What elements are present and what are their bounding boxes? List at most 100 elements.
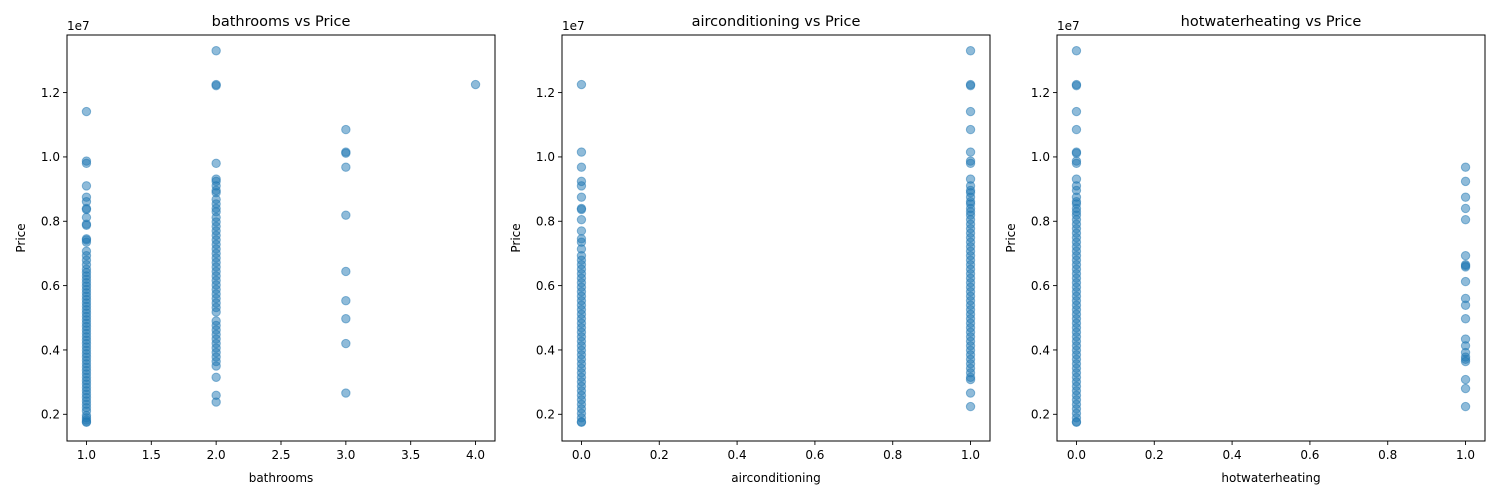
data-point — [576, 204, 587, 215]
data-point — [965, 374, 976, 385]
data-point — [1460, 214, 1471, 225]
y-tick-label: 1.2 — [536, 86, 555, 100]
y-tick-label: 0.2 — [41, 408, 60, 422]
y-tick-label: 0.2 — [536, 408, 555, 422]
data-point — [211, 158, 221, 169]
x-tick-label: 0.4 — [728, 448, 747, 462]
x-axis-label: hotwaterheating — [1221, 471, 1320, 485]
x-axis-label: airconditioning — [731, 471, 820, 485]
data-point — [1460, 162, 1471, 172]
data-point — [81, 220, 92, 230]
data-point — [965, 158, 976, 169]
data-point — [576, 162, 587, 172]
data-point — [341, 338, 351, 349]
axes-frame — [561, 34, 991, 442]
data-point — [576, 226, 587, 236]
data-point — [1460, 300, 1471, 310]
y-offset-label: 1e7 — [1057, 19, 1080, 33]
data-point — [341, 210, 351, 220]
subplot-2: 0.0 0.2 0.4 0.6 0.8 1.0 0.2 0.4 0.6 0.8 1.0 1.2 1e7 a… — [509, 14, 991, 485]
scatter-series — [576, 46, 976, 428]
x-tick-label: 1.0 — [77, 448, 96, 462]
data-point — [1460, 203, 1471, 214]
data-point — [1460, 192, 1471, 202]
y-offset-label: 1e7 — [562, 19, 585, 33]
y-axis-label: Price — [14, 223, 28, 252]
x-tick-label: 0.8 — [1378, 448, 1397, 462]
data-point — [1460, 356, 1471, 367]
data-point — [1460, 276, 1471, 287]
data-point — [1460, 262, 1471, 272]
data-point — [965, 388, 976, 398]
x-tick-label: 4.0 — [466, 448, 485, 462]
y-tick-label: 1.2 — [41, 86, 60, 100]
data-point — [1460, 314, 1471, 324]
y-tick-label: 0.8 — [536, 215, 555, 229]
data-point — [81, 417, 92, 428]
data-point — [341, 296, 351, 306]
y-tick-label: 0.8 — [41, 215, 60, 229]
data-point — [576, 192, 587, 202]
data-point — [1460, 250, 1471, 261]
data-point — [341, 266, 351, 277]
y-tick-label: 0.4 — [1031, 343, 1050, 357]
x-tick-label: 3.5 — [401, 448, 420, 462]
data-point — [965, 124, 976, 135]
chart-title: hotwaterheating vs Price — [1181, 14, 1362, 30]
data-point — [1071, 80, 1082, 91]
x-tick-label: 0.8 — [883, 448, 902, 462]
scatter-series — [1071, 46, 1471, 428]
y-tick-label: 1.0 — [536, 150, 555, 164]
data-point — [576, 214, 587, 225]
x-tick-label: 1.0 — [1456, 448, 1475, 462]
subplot-1: 1.0 1.5 2.0 2.5 3.0 3.5 4.0 0.2 0.4 0.6 0.8 1.0 1.2 1… — [14, 14, 496, 485]
data-point — [1071, 124, 1082, 135]
data-point — [1460, 176, 1471, 187]
scatter-series — [81, 46, 481, 428]
data-point — [341, 388, 351, 398]
data-point — [341, 124, 351, 135]
data-point — [1071, 46, 1082, 56]
y-offset-label: 1e7 — [67, 19, 90, 33]
data-point — [341, 314, 351, 324]
data-point — [211, 80, 221, 91]
y-tick-label: 0.6 — [1031, 279, 1050, 293]
y-tick-label: 0.4 — [41, 343, 60, 357]
x-tick-label: 1.5 — [142, 448, 161, 462]
x-tick-label: 0.6 — [1300, 448, 1319, 462]
data-point — [576, 147, 587, 157]
y-axis-label: Price — [1004, 223, 1018, 252]
axes-frame — [66, 34, 496, 442]
x-tick-label: 0.6 — [805, 448, 824, 462]
data-point — [576, 79, 587, 90]
x-tick-label: 2.5 — [271, 448, 290, 462]
data-point — [965, 46, 976, 56]
data-point — [341, 148, 351, 158]
axes-frame — [1056, 34, 1486, 442]
x-tick-label: 0.2 — [1145, 448, 1164, 462]
data-point — [576, 417, 587, 428]
x-tick-label: 3.0 — [336, 448, 355, 462]
x-tick-label: 2.0 — [207, 448, 226, 462]
data-point — [965, 80, 976, 91]
data-point — [576, 181, 587, 191]
data-point — [1071, 417, 1082, 428]
data-point — [965, 106, 976, 117]
chart-title: bathrooms vs Price — [212, 14, 351, 30]
data-point — [81, 237, 92, 247]
x-tick-label: 0.0 — [1067, 448, 1086, 462]
data-point — [1460, 401, 1471, 412]
x-axis-label: bathrooms — [249, 471, 314, 485]
y-tick-label: 0.8 — [1031, 215, 1050, 229]
data-point — [1071, 106, 1082, 117]
data-point — [1071, 148, 1082, 158]
chart-title: airconditioning vs Price — [692, 14, 861, 30]
y-tick-label: 0.6 — [536, 279, 555, 293]
y-tick-label: 0.6 — [41, 279, 60, 293]
data-point — [341, 162, 351, 172]
x-tick-label: 0.0 — [572, 448, 591, 462]
data-point — [81, 181, 92, 191]
data-point — [81, 106, 92, 117]
data-point — [965, 401, 976, 412]
